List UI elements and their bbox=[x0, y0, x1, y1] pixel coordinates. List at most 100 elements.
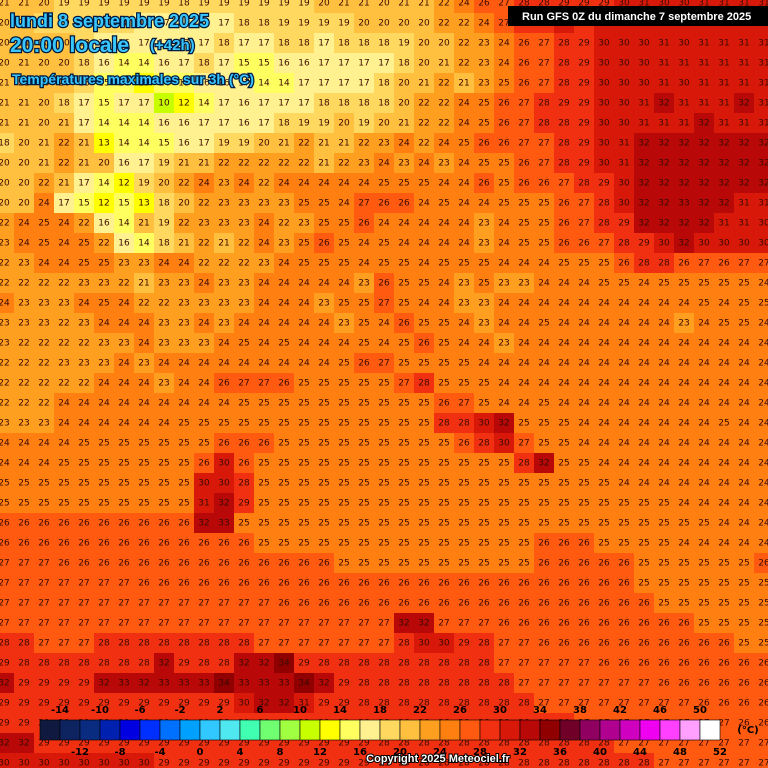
temperature-cell bbox=[314, 233, 334, 253]
temperature-value: 23 bbox=[178, 299, 189, 309]
temperature-value: 25 bbox=[678, 519, 689, 529]
temperature-cell bbox=[614, 53, 634, 73]
temperature-value: 26 bbox=[718, 699, 730, 709]
temperature-cell bbox=[314, 333, 334, 353]
temperature-cell bbox=[14, 33, 34, 53]
temperature-cell bbox=[594, 133, 614, 153]
temperature-value: 23 bbox=[0, 419, 10, 429]
temperature-value: 30 bbox=[758, 239, 768, 249]
temperature-cell bbox=[754, 333, 768, 353]
temperature-value: 24 bbox=[558, 399, 570, 409]
temperature-cell bbox=[554, 213, 574, 233]
temperature-cell bbox=[154, 33, 174, 53]
temperature-value: 30 bbox=[18, 759, 30, 768]
temperature-value: 32 bbox=[538, 459, 549, 469]
temperature-cell bbox=[714, 53, 734, 73]
temperature-cell bbox=[54, 73, 74, 93]
temperature-cell bbox=[34, 213, 54, 233]
temperature-value: 29 bbox=[338, 759, 350, 768]
temperature-value: 23 bbox=[218, 179, 229, 189]
temperature-value: 19 bbox=[298, 0, 310, 9]
temperature-value: 17 bbox=[138, 99, 149, 109]
temperature-cell bbox=[734, 33, 754, 53]
temperature-cell bbox=[754, 53, 768, 73]
temperature-cell bbox=[734, 253, 754, 273]
temperature-value: 24 bbox=[618, 359, 630, 369]
temperature-value: 24 bbox=[538, 359, 550, 369]
temperature-value: 28 bbox=[598, 199, 610, 209]
temperature-value: 24 bbox=[438, 179, 450, 189]
temperature-value: 19 bbox=[278, 0, 290, 9]
temperature-value: 23 bbox=[78, 359, 89, 369]
temperature-cell bbox=[374, 113, 394, 133]
temperature-value: 31 bbox=[718, 119, 729, 129]
temperature-value: 24 bbox=[438, 219, 450, 229]
temperature-value: 25 bbox=[638, 499, 649, 509]
temperature-cell bbox=[734, 333, 754, 353]
temperature-cell bbox=[194, 113, 214, 133]
colorbar-swatch bbox=[479, 719, 501, 741]
temperature-value: 27 bbox=[518, 659, 529, 669]
temperature-value: 27 bbox=[98, 579, 109, 589]
temperature-value: 31 bbox=[718, 59, 729, 69]
temperature-value: 25 bbox=[658, 559, 669, 569]
temperature-cell bbox=[214, 0, 234, 13]
temperature-cell bbox=[674, 73, 694, 93]
temperature-value: 25 bbox=[578, 519, 589, 529]
temperature-value: 34 bbox=[218, 679, 230, 689]
temperature-cell bbox=[54, 13, 74, 33]
temperature-cell bbox=[594, 373, 614, 393]
temperature-cell bbox=[234, 373, 254, 393]
temperature-value: 25 bbox=[658, 499, 669, 509]
temperature-value: 26 bbox=[678, 639, 690, 649]
temperature-value: 17 bbox=[198, 39, 209, 49]
temperature-cell bbox=[454, 113, 474, 133]
temperature-cell bbox=[494, 153, 514, 173]
temperature-value: 25 bbox=[478, 479, 489, 489]
temperature-value: 26 bbox=[538, 579, 550, 589]
temperature-value: 26 bbox=[598, 619, 610, 629]
temperature-cell bbox=[754, 293, 768, 313]
temperature-cell bbox=[574, 133, 594, 153]
temperature-value: 25 bbox=[518, 499, 529, 509]
temperature-value: 22 bbox=[438, 119, 449, 129]
temperature-cell bbox=[214, 93, 234, 113]
temperature-cell bbox=[654, 213, 674, 233]
temperature-cell bbox=[334, 133, 354, 153]
lead-time: (+42h) bbox=[150, 37, 195, 54]
temperature-cell bbox=[514, 313, 534, 333]
temperature-cell bbox=[594, 113, 614, 133]
temperature-value: 16 bbox=[238, 119, 250, 129]
temperature-value: 27 bbox=[338, 619, 349, 629]
temperature-value: 27 bbox=[198, 599, 209, 609]
map-subtitle: Températures maximales sur 3h (°C) bbox=[12, 71, 254, 87]
temperature-cell bbox=[14, 193, 34, 213]
temperature-value: 25 bbox=[618, 279, 629, 289]
temperature-value: 28 bbox=[558, 39, 570, 49]
temperature-cell bbox=[174, 313, 194, 333]
temperature-cell bbox=[74, 373, 94, 393]
temperature-value: 23 bbox=[98, 279, 109, 289]
temperature-cell bbox=[414, 113, 434, 133]
temperature-cell bbox=[754, 213, 768, 233]
temperature-value: 26 bbox=[598, 599, 610, 609]
temperature-cell bbox=[474, 113, 494, 133]
temperature-value: 26 bbox=[518, 599, 530, 609]
temperature-cell bbox=[234, 253, 254, 273]
temperature-value: 25 bbox=[438, 319, 449, 329]
temperature-value: 26 bbox=[158, 559, 170, 569]
temperature-cell bbox=[214, 233, 234, 253]
temperature-value: 19 bbox=[138, 179, 150, 189]
temperature-value: 24 bbox=[478, 339, 490, 349]
temperature-value: 24 bbox=[98, 419, 110, 429]
temperature-value: 32 bbox=[658, 199, 669, 209]
temperature-value: 24 bbox=[198, 179, 210, 189]
temperature-value: 23 bbox=[238, 199, 249, 209]
temperature-value: 25 bbox=[658, 519, 669, 529]
temperature-value: 22 bbox=[118, 279, 129, 289]
temperature-value: 30 bbox=[418, 639, 430, 649]
temperature-value: 12 bbox=[178, 99, 189, 109]
temperature-value: 24 bbox=[558, 279, 570, 289]
temperature-value: 24 bbox=[758, 499, 768, 509]
temperature-cell bbox=[94, 53, 114, 73]
